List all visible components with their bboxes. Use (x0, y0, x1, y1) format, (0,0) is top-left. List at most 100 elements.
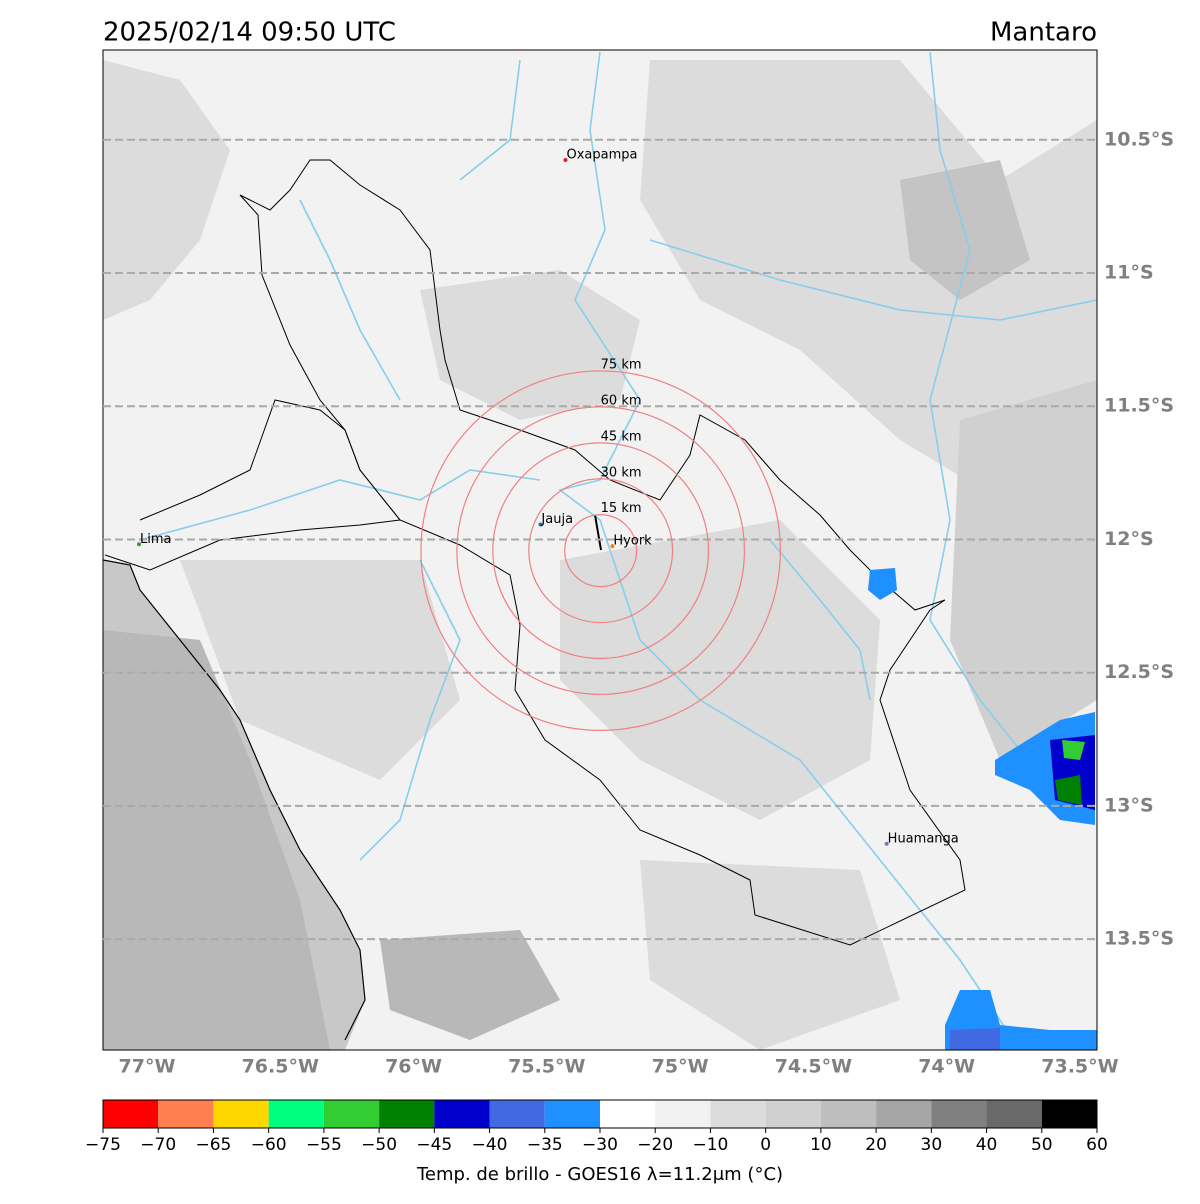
colorbar-segment (710, 1100, 766, 1128)
colorbar-segment (268, 1100, 324, 1128)
colorbar-tick-label: −20 (637, 1135, 673, 1155)
y-tick-label: 11°S (1104, 262, 1154, 284)
range-ring-label: 60 km (601, 393, 642, 408)
colorbar-tick-label: −45 (416, 1135, 452, 1155)
cold-cloud-tops (868, 568, 1097, 1050)
range-ring (564, 514, 638, 588)
river (459, 59, 521, 181)
y-tick-label: 12.5°S (1104, 661, 1174, 683)
range-ring-label: 30 km (601, 465, 642, 480)
colorbar-tick-label: 60 (1086, 1135, 1108, 1155)
colorbar-segment (489, 1100, 545, 1128)
river (299, 199, 401, 401)
colorbar-tick-label: −35 (527, 1135, 563, 1155)
colorbar-segment (379, 1100, 435, 1128)
x-tick-label: 74°W (918, 1056, 975, 1078)
river (929, 51, 1061, 801)
place-marker (610, 544, 615, 549)
colorbar-tick-label: 30 (921, 1135, 943, 1155)
cloud-patch (420, 270, 640, 420)
colorbar-segment (765, 1100, 821, 1128)
colorbar-tick-label: −70 (140, 1135, 176, 1155)
place-marker (884, 841, 889, 846)
cloud-patch (103, 630, 330, 1050)
place-marker (136, 542, 141, 547)
place-label: Jauja (540, 512, 573, 527)
colorbar-tick-label: 40 (976, 1135, 998, 1155)
y-tick-label: 13°S (1104, 794, 1154, 816)
range-ring (528, 478, 674, 624)
x-tick-label: 74.5°W (775, 1056, 852, 1078)
x-tick-label: 75°W (652, 1056, 709, 1078)
place-label: Hyork (613, 534, 652, 549)
cold-cloud (868, 568, 897, 600)
colorbar-segment (876, 1100, 932, 1128)
cloud-patch (640, 860, 900, 1050)
x-tick-label: 73.5°W (1041, 1056, 1118, 1078)
wind-segment (594, 514, 602, 551)
place-label: Huamanga (888, 831, 959, 846)
basin-boundary (239, 159, 966, 946)
colorbar-segment (1041, 1100, 1097, 1128)
place-marker (563, 158, 568, 163)
colorbar-tick-label: −40 (472, 1135, 508, 1155)
colorbar-tick-label: 20 (865, 1135, 887, 1155)
map-title: 2025/02/14 09:50 UTC (103, 18, 396, 48)
y-tick-label: 10.5°S (1104, 128, 1174, 150)
region-name: Mantaro (990, 18, 1097, 48)
colorbar-tick-label: −65 (195, 1135, 231, 1155)
cloud-patch (380, 930, 560, 1040)
place-label: Oxapampa (566, 148, 637, 163)
range-ring-label: 45 km (601, 429, 642, 444)
colorbar-segment (323, 1100, 380, 1128)
map-background (103, 50, 1097, 1050)
colorbar-segment (820, 1100, 877, 1128)
x-tick-label: 76.5°W (242, 1056, 319, 1078)
y-tick-label: 12°S (1104, 528, 1154, 550)
cloud-patch (950, 380, 1097, 760)
colorbar-tick-label: −30 (582, 1135, 618, 1155)
colorbar-segment (103, 1100, 159, 1128)
range-ring-label: 15 km (601, 501, 642, 516)
cloud-patch (560, 520, 880, 820)
coastline (103, 559, 366, 1041)
river (359, 559, 461, 861)
river (769, 539, 871, 701)
colorbar-tick-label: −50 (361, 1135, 397, 1155)
colorbar-segment (434, 1100, 490, 1128)
cloud-patch (103, 60, 230, 320)
range-ring (420, 370, 781, 731)
river (139, 469, 541, 541)
cloud-patch (180, 560, 460, 780)
cold-cloud (1055, 775, 1082, 805)
colorbar-tick-label: 10 (810, 1135, 832, 1155)
colorbar-tick-label: −60 (251, 1135, 287, 1155)
rivers (139, 51, 1097, 1050)
colorbar-segment (544, 1100, 600, 1128)
x-tick-label: 75.5°W (508, 1056, 585, 1078)
cloud-patch (900, 160, 1030, 300)
range-ring (492, 442, 710, 660)
colorbar-segment (158, 1100, 214, 1128)
colorbar-segment (600, 1100, 656, 1128)
map-frame (102, 49, 1098, 1051)
colorbar-segment (213, 1100, 269, 1128)
range-ring-label: 75 km (601, 357, 642, 372)
cold-cloud (950, 1028, 1000, 1050)
colorbar-tick-label: −10 (692, 1135, 728, 1155)
basin-boundary (104, 399, 401, 571)
river (649, 239, 1097, 321)
x-tick-label: 77°W (119, 1056, 176, 1078)
colorbar-tick-label: −75 (85, 1135, 121, 1155)
place-marker (538, 522, 543, 527)
range-ring (456, 406, 746, 696)
river (558, 51, 1021, 1050)
cold-cloud (1062, 740, 1085, 760)
colorbar-tick-label: −55 (306, 1135, 342, 1155)
colorbar-tick-label: 50 (1031, 1135, 1053, 1155)
colorbar-segment (931, 1100, 987, 1128)
colorbar-segment (655, 1100, 711, 1128)
